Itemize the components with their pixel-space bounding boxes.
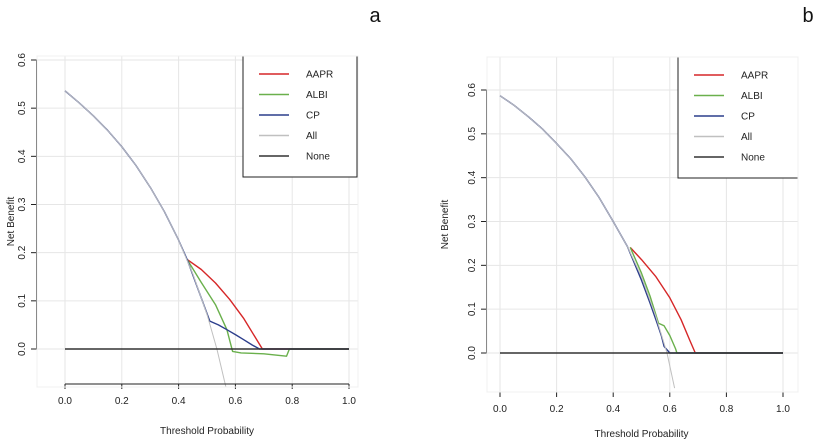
series-line-aapr [186, 258, 349, 350]
legend-label-albi: ALBI [741, 91, 763, 102]
y-tick-label: 0.1 [17, 293, 28, 307]
y-tick-label: 0.2 [17, 245, 28, 259]
legend-label-all: All [306, 131, 317, 142]
series-group [499, 95, 783, 389]
legend-label-cp: CP [306, 111, 320, 122]
legend-label-all: All [741, 132, 752, 143]
legend-box [242, 55, 358, 178]
legend-box [677, 56, 799, 179]
x-tick-label: 0.4 [172, 396, 186, 407]
panel-a: 0.0 0.2 0.4 0.6 0.8 1.0 0.0 0.1 0.2 0.3 0.4 0.5 0.6 T… [6, 5, 381, 437]
series-line-albi [629, 247, 783, 354]
y-tick-label: 0.1 [467, 302, 478, 316]
y-tick-label: 0.5 [17, 101, 28, 115]
legend-label-albi: ALBI [306, 90, 328, 101]
series-line-albi [186, 259, 349, 357]
legend: AAPR ALBI CP All None [242, 55, 358, 178]
y-tick-label: 0.5 [467, 126, 478, 140]
x-tick-label: 0.8 [285, 396, 299, 407]
panel-b: 0.0 0.2 0.4 0.6 0.8 1.0 0.0 0.1 0.2 0.3 0.4 0.5 0.6 T… [440, 5, 814, 440]
y-tick-label: 0.4 [467, 170, 478, 184]
legend-label-cp: CP [741, 112, 755, 123]
y-tick-label: 0.6 [467, 83, 478, 97]
x-tick-label: 0.0 [493, 404, 507, 415]
y-axis-title: Net Benefit [6, 197, 17, 247]
legend-label-aapr: AAPR [306, 70, 333, 81]
legend: AAPR ALBI CP All None [677, 56, 799, 179]
x-tick-label: 0.2 [550, 404, 564, 415]
y-tick-label: 0.4 [17, 149, 28, 163]
x-tick-label: 1.0 [342, 396, 356, 407]
plot-frame [486, 56, 799, 393]
legend-label-none: None [306, 152, 330, 163]
x-axis-title: Threshold Probability [595, 429, 689, 440]
x-tick-label: 1.0 [776, 404, 790, 415]
y-tick-label: 0.0 [17, 342, 28, 356]
series-line-all [64, 90, 227, 387]
y-tick-label: 0.2 [467, 258, 478, 272]
panel-label: b [802, 5, 813, 27]
y-tick-label: 0.3 [467, 214, 478, 228]
x-tick-label: 0.6 [663, 404, 677, 415]
x-tick-label: 0.4 [606, 404, 620, 415]
x-tick-label: 0.8 [719, 404, 733, 415]
series-line-all [499, 95, 676, 389]
series-line-aapr [629, 246, 783, 354]
legend-label-none: None [741, 153, 765, 164]
series-group [64, 90, 349, 387]
x-tick-label: 0.2 [115, 396, 129, 407]
plot-frame [36, 55, 359, 388]
panel-label: a [369, 5, 381, 27]
y-tick-label: 0.3 [17, 197, 28, 211]
y-tick-label: 0.0 [467, 346, 478, 360]
x-tick-label: 0.0 [58, 396, 72, 407]
y-axis-title: Net Benefit [440, 200, 451, 250]
y-tick-label: 0.6 [17, 53, 28, 67]
x-axis-title: Threshold Probability [160, 426, 254, 437]
x-tick-label: 0.6 [228, 396, 242, 407]
legend-label-aapr: AAPR [741, 71, 768, 82]
